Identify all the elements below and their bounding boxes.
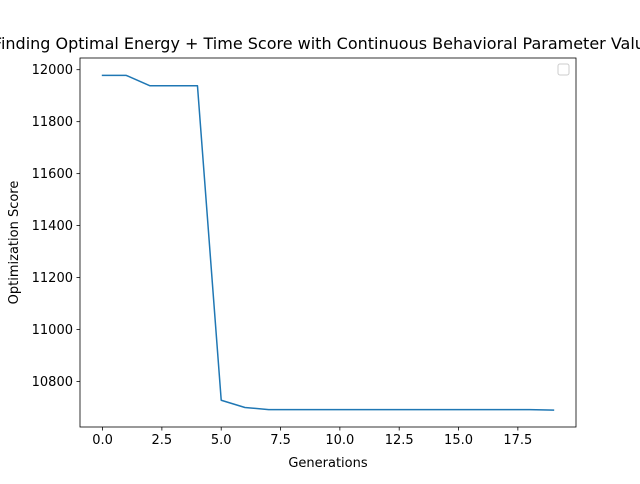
y-tick-label: 11600 [32, 167, 73, 182]
y-tick-label: 11000 [32, 323, 73, 338]
legend-box[interactable] [557, 63, 570, 76]
y-tick-label: 11400 [32, 219, 73, 234]
x-tick-label: 5.0 [211, 433, 232, 448]
plot-frame [79, 57, 577, 428]
x-tick-label: 2.5 [152, 433, 173, 448]
x-tick-label: 10.0 [325, 433, 354, 448]
x-tick-label: 17.5 [503, 433, 532, 448]
y-tick-label: 11800 [32, 115, 73, 130]
y-tick-label: 11200 [32, 271, 73, 286]
y-tick-label: 10800 [32, 375, 73, 390]
chart-title: Finding Optimal Energy + Time Score with… [0, 34, 640, 53]
series-line-0 [101, 74, 555, 411]
x-tick-label: 12.5 [385, 433, 414, 448]
y-axis-label: Optimization Score [7, 181, 22, 305]
x-tick-label: 7.5 [270, 433, 291, 448]
x-tick-label: 15.0 [444, 433, 473, 448]
y-tick-label: 12000 [32, 63, 73, 78]
x-axis-label: Generations [288, 456, 368, 471]
x-tick-label: 0.0 [92, 433, 113, 448]
